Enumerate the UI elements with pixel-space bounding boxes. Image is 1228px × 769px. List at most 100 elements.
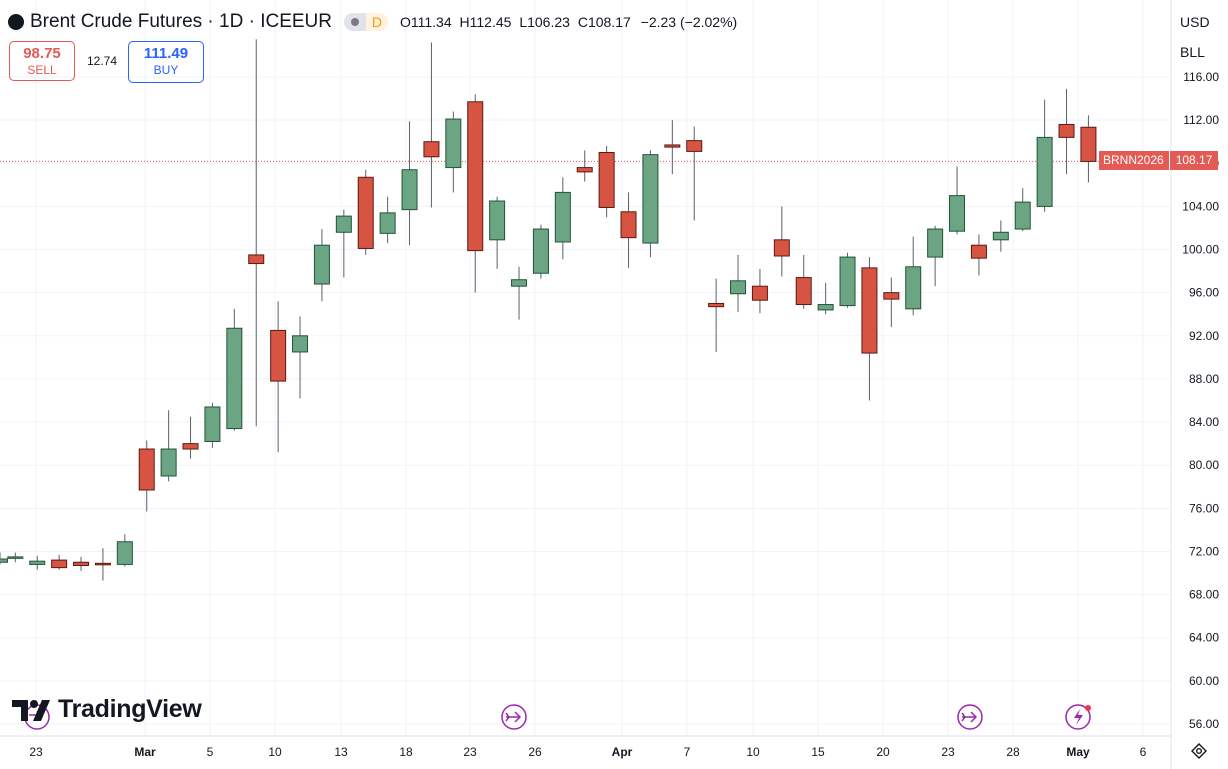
candle — [467, 94, 484, 293]
candle-body — [7, 556, 24, 559]
rollover-event-icon[interactable] — [501, 704, 527, 730]
symbol-logo-icon — [8, 14, 24, 30]
ohlc-values: O111.34 H112.45 L106.23 C108.17 −2.23 (−… — [400, 14, 737, 30]
candle — [138, 440, 155, 512]
candle — [817, 282, 834, 315]
eye-icon[interactable] — [343, 13, 366, 31]
candle — [160, 410, 177, 482]
sell-button[interactable]: 98.75 SELL — [9, 41, 75, 81]
x-tick-label: 10 — [746, 745, 760, 759]
candle-body — [708, 302, 725, 308]
candle — [532, 224, 549, 279]
candle-body — [730, 280, 747, 295]
candle-body — [598, 151, 615, 208]
spread-value: 12.74 — [87, 54, 118, 68]
x-tick-label: 7 — [684, 745, 691, 759]
grid — [0, 0, 1171, 736]
y-tick-label: 112.00 — [1183, 113, 1219, 127]
candle — [423, 42, 440, 208]
candle — [576, 150, 593, 182]
candle-body — [1058, 123, 1075, 138]
candle — [992, 220, 1009, 252]
candle-body — [379, 212, 396, 234]
candle — [620, 192, 637, 268]
candle-body — [554, 191, 571, 243]
tradingview-logo-text: TradingView — [58, 695, 202, 723]
candle-body — [270, 329, 287, 382]
candle — [270, 301, 287, 453]
open-value: 111.34 — [410, 14, 452, 30]
candle-body — [664, 144, 681, 148]
candle — [73, 556, 90, 571]
last-price-symbol: BRNN2026 — [1099, 151, 1169, 170]
candle — [489, 196, 506, 269]
candle — [401, 121, 418, 246]
candle — [905, 236, 922, 316]
settings-icon[interactable] — [1191, 743, 1207, 759]
x-tick-label: 15 — [811, 745, 825, 759]
timeframe-badge: D — [365, 13, 388, 31]
time-axis[interactable]: 23 Mar 5 10 13 18 23 26 Apr 7 10 15 20 23 28 May 6 — [29, 745, 1146, 759]
y-tick-label: 116.00 — [1183, 70, 1219, 84]
candle-body — [751, 285, 768, 301]
price-axis[interactable]: 56.00 60.00 64.00 68.00 72.00 76.00 80.00 84.00… — [1182, 70, 1219, 731]
candle — [554, 177, 571, 260]
candle — [204, 402, 221, 448]
x-tick-label: 23 — [29, 745, 43, 759]
earnings-event-icon[interactable] — [1065, 704, 1091, 730]
sell-label: SELL — [27, 63, 57, 77]
candle-body — [423, 141, 440, 158]
x-tick-label: 18 — [399, 745, 413, 759]
y-tick-label: 100.00 — [1182, 243, 1219, 257]
buy-button[interactable]: 111.49 BUY — [128, 41, 204, 83]
candle — [1058, 88, 1075, 175]
candle-body — [73, 561, 90, 566]
candle-body — [1080, 126, 1097, 162]
x-tick-label: 20 — [876, 745, 890, 759]
candle-body — [576, 167, 593, 173]
low-label: L — [519, 14, 528, 30]
candle-body — [927, 228, 944, 258]
candle-body — [905, 266, 922, 310]
y-tick-label: 88.00 — [1189, 372, 1219, 386]
x-tick-label: Apr — [612, 745, 633, 759]
x-tick-label: Mar — [134, 745, 156, 759]
candle — [883, 277, 900, 328]
tradingview-logo-icon — [12, 699, 50, 721]
candles — [0, 39, 1097, 581]
candle — [0, 552, 8, 565]
candle — [664, 120, 681, 175]
sell-price: 98.75 — [23, 45, 61, 62]
candle-body — [686, 140, 703, 152]
x-tick-label: 10 — [268, 745, 282, 759]
currency-selector[interactable]: USD — [1180, 14, 1210, 30]
candle — [1080, 115, 1097, 183]
high-label: H — [459, 14, 470, 30]
y-tick-label: 84.00 — [1189, 415, 1219, 429]
candle-body — [204, 406, 221, 442]
open-label: O — [399, 14, 411, 30]
candle-body — [401, 169, 418, 211]
candle-body — [970, 244, 987, 259]
candle-body — [949, 195, 966, 232]
rollover-event-icon[interactable] — [957, 704, 983, 730]
x-tick-label: 6 — [1140, 745, 1147, 759]
candle-body — [29, 560, 46, 565]
y-tick-label: 60.00 — [1189, 674, 1219, 688]
symbol-title[interactable]: Brent Crude Futures · 1D · ICEEUR — [30, 11, 332, 32]
candle — [313, 229, 330, 302]
tradingview-logo[interactable]: TradingView — [12, 695, 202, 724]
candle — [51, 554, 68, 570]
unit-selector[interactable]: BLL — [1180, 44, 1205, 60]
candle-body — [226, 327, 243, 430]
candle — [248, 39, 265, 427]
low-value: 106.23 — [527, 14, 570, 30]
x-tick-label: 13 — [334, 745, 348, 759]
candle-body — [357, 176, 374, 249]
candle-body — [0, 558, 8, 563]
candle — [773, 206, 790, 277]
y-tick-label: 96.00 — [1189, 286, 1219, 300]
candle-body — [511, 279, 528, 287]
candle-body — [313, 244, 330, 285]
